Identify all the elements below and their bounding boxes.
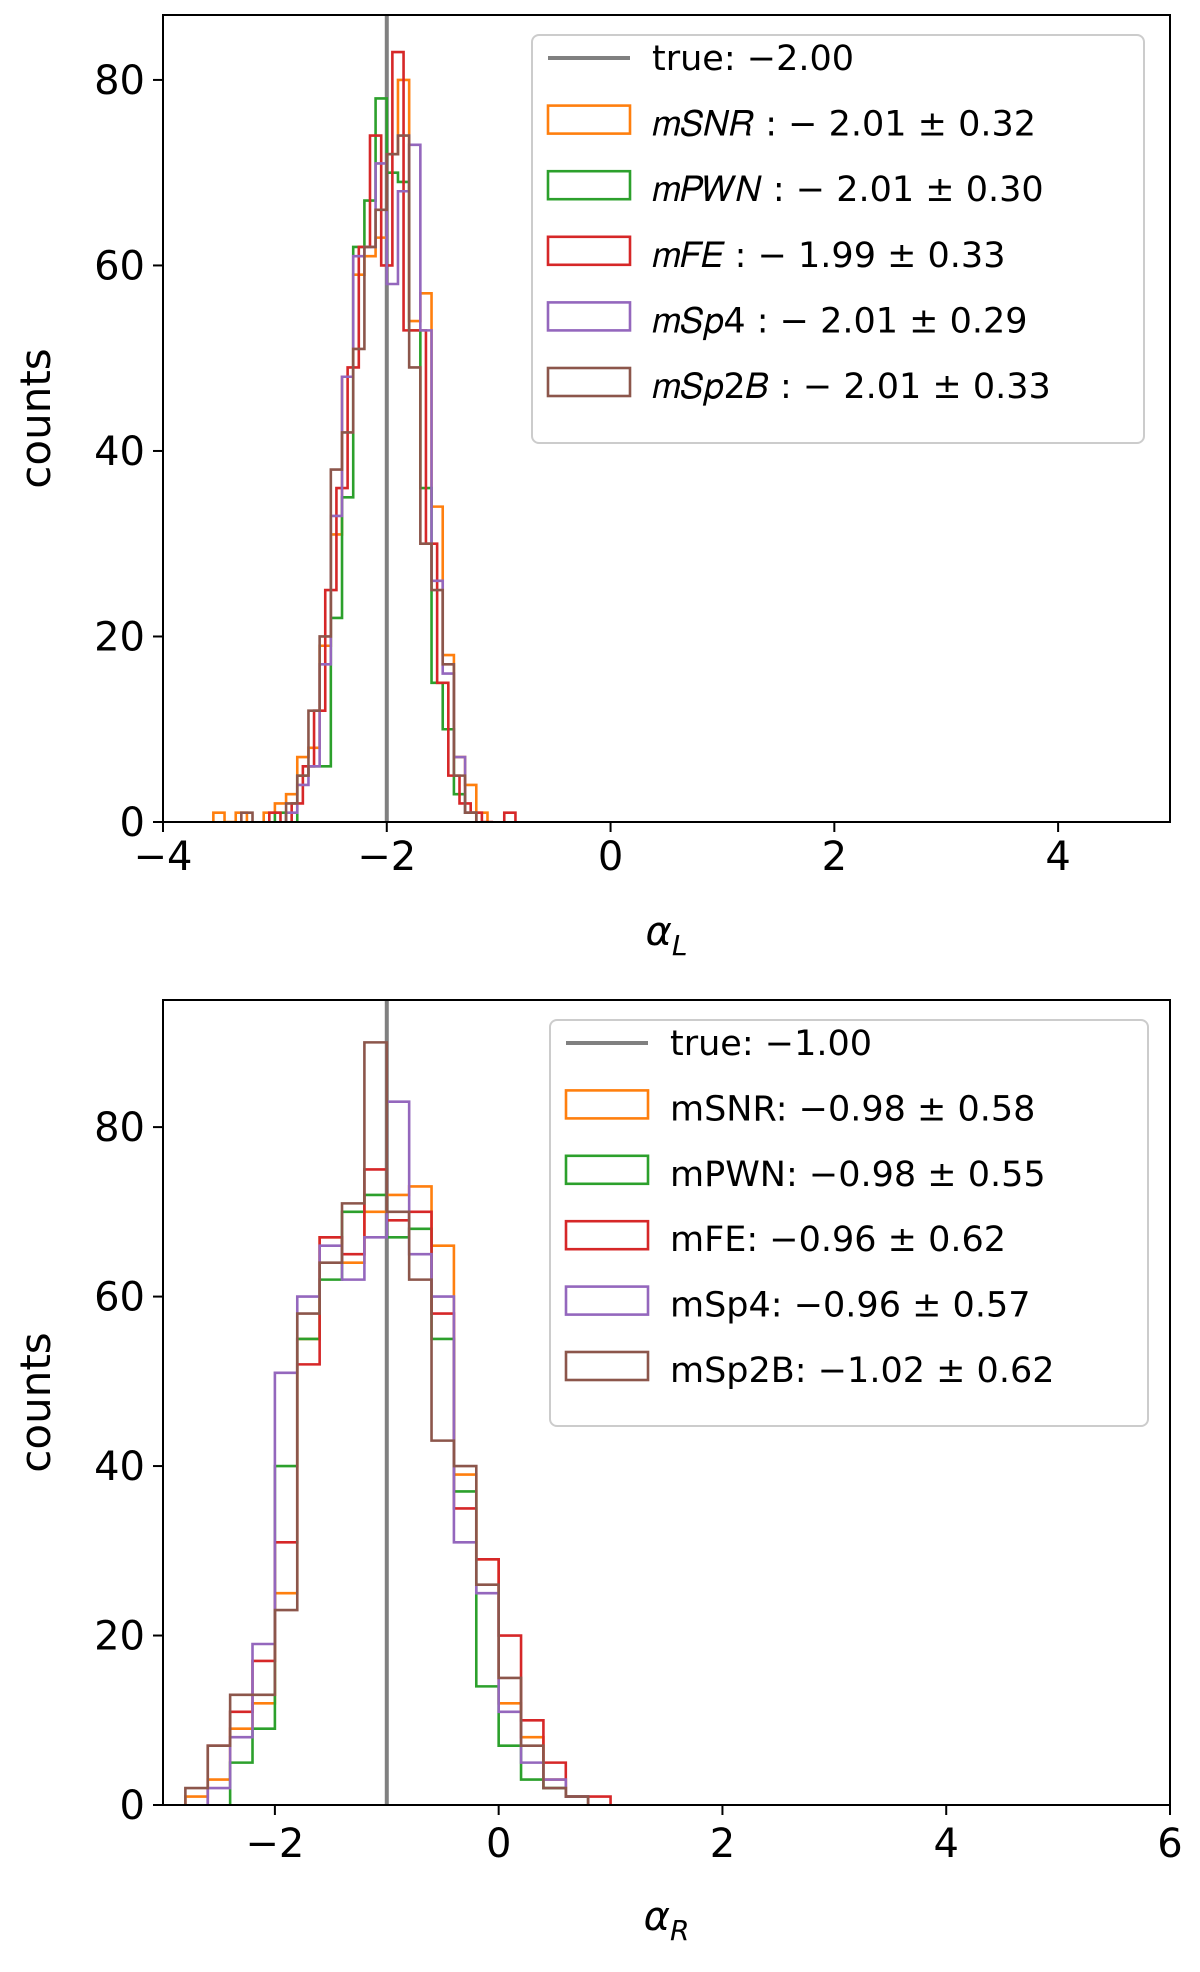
x-tick-label: 0 bbox=[598, 834, 623, 880]
x-tick-label: −2 bbox=[245, 1821, 304, 1867]
x-axis-label: αL bbox=[646, 909, 688, 962]
legend-label-mfe: 𝑚𝐹𝐸 : − 1.99 ± 0.33 bbox=[652, 236, 1005, 276]
axes-frame bbox=[162, 999, 1171, 1806]
legend-handle-mpwn bbox=[564, 1154, 650, 1186]
legend-true-line-label: true: −1.00 bbox=[670, 1024, 872, 1064]
legend-box bbox=[531, 34, 1145, 444]
x-axis-label-subscript: R bbox=[670, 1914, 689, 1947]
x-axis-label-symbol: α bbox=[646, 909, 672, 955]
histogram-msp2b bbox=[184, 1041, 590, 1805]
legend-handle-mpwn bbox=[546, 169, 632, 201]
legend-handle-msp2b bbox=[546, 366, 632, 398]
legend-label-mfe: mFE: −0.96 ± 0.62 bbox=[670, 1220, 1006, 1260]
y-tick-label: 20 bbox=[94, 614, 145, 660]
legend-label-mpwn: mPWN: −0.98 ± 0.55 bbox=[670, 1155, 1046, 1195]
legend-handle-msp2b bbox=[564, 1350, 650, 1382]
y-tick-label: 40 bbox=[94, 1444, 145, 1490]
y-tick-label: 80 bbox=[94, 1105, 145, 1151]
legend-label-msp2b: mSp2B: −1.02 ± 0.62 bbox=[670, 1351, 1055, 1391]
legend-handle-msnr bbox=[546, 104, 632, 135]
y-tick-label: 40 bbox=[94, 429, 145, 475]
x-tick-label: 4 bbox=[1045, 834, 1070, 880]
legend-handle-msnr bbox=[564, 1089, 650, 1120]
x-tick-label: 6 bbox=[1157, 1821, 1182, 1867]
legend-handle-msp4 bbox=[546, 301, 632, 332]
legend: true: −1.00 mSNR: −0.98 ± 0.58 mPWN: −0.98… bbox=[549, 1019, 1149, 1427]
y-tick-label: 20 bbox=[94, 1614, 145, 1660]
legend-true-line-label: true: −2.00 bbox=[652, 39, 854, 79]
legend-label-msp4: 𝑚𝑆𝑝4 : − 2.01 ± 0.29 bbox=[652, 301, 1028, 341]
y-tick-label: 0 bbox=[120, 800, 145, 846]
y-axis-label: counts bbox=[11, 1332, 60, 1472]
y-tick-label: 60 bbox=[94, 1275, 145, 1321]
histogram-msp4 bbox=[206, 1100, 590, 1805]
legend-handle-mfe bbox=[564, 1219, 650, 1251]
x-axis-label-symbol: α bbox=[644, 1894, 670, 1940]
y-axis-label: counts bbox=[11, 348, 60, 488]
legend-label-mpwn: 𝑚𝑃𝑊𝑁 : − 2.01 ± 0.30 bbox=[652, 170, 1044, 210]
x-tick-label: −2 bbox=[357, 834, 416, 880]
x-tick-label: 4 bbox=[933, 1821, 958, 1867]
x-tick-label: 0 bbox=[486, 1821, 511, 1867]
y-tick-label: 60 bbox=[94, 243, 145, 289]
y-tick-label: 80 bbox=[94, 58, 145, 104]
plot-area bbox=[184, 1000, 612, 1805]
legend-label-msp4: mSp4: −0.96 ± 0.57 bbox=[670, 1286, 1030, 1326]
x-axis-label-subscript: L bbox=[672, 929, 688, 962]
legend-handle-msp4 bbox=[564, 1285, 650, 1316]
histogram-msp2b bbox=[240, 134, 478, 822]
legend-label-msnr: mSNR: −0.98 ± 0.58 bbox=[670, 1089, 1035, 1129]
legend-label-msnr: 𝑚𝑆𝑁𝑅 : − 2.01 ± 0.32 bbox=[652, 105, 1036, 145]
legend-handle-mfe bbox=[546, 235, 632, 267]
x-tick-label: −4 bbox=[134, 834, 193, 880]
axes-frame bbox=[162, 14, 1171, 823]
y-tick-label: 0 bbox=[120, 1783, 145, 1829]
legend-label-msp2b: 𝑚𝑆𝑝2𝐵 : − 2.01 ± 0.33 bbox=[652, 367, 1051, 407]
plot-area bbox=[212, 15, 517, 822]
legend-box bbox=[549, 1019, 1149, 1427]
x-tick-label: 2 bbox=[710, 1821, 735, 1867]
x-axis-label: αR bbox=[644, 1894, 690, 1947]
x-tick-label: 2 bbox=[822, 834, 847, 880]
histogram-msp4 bbox=[284, 143, 478, 822]
legend: true: −2.00 𝑚𝑆𝑁𝑅 : − 2.01 ± 0.32 𝑚𝑃𝑊𝑁 : − … bbox=[531, 34, 1145, 444]
